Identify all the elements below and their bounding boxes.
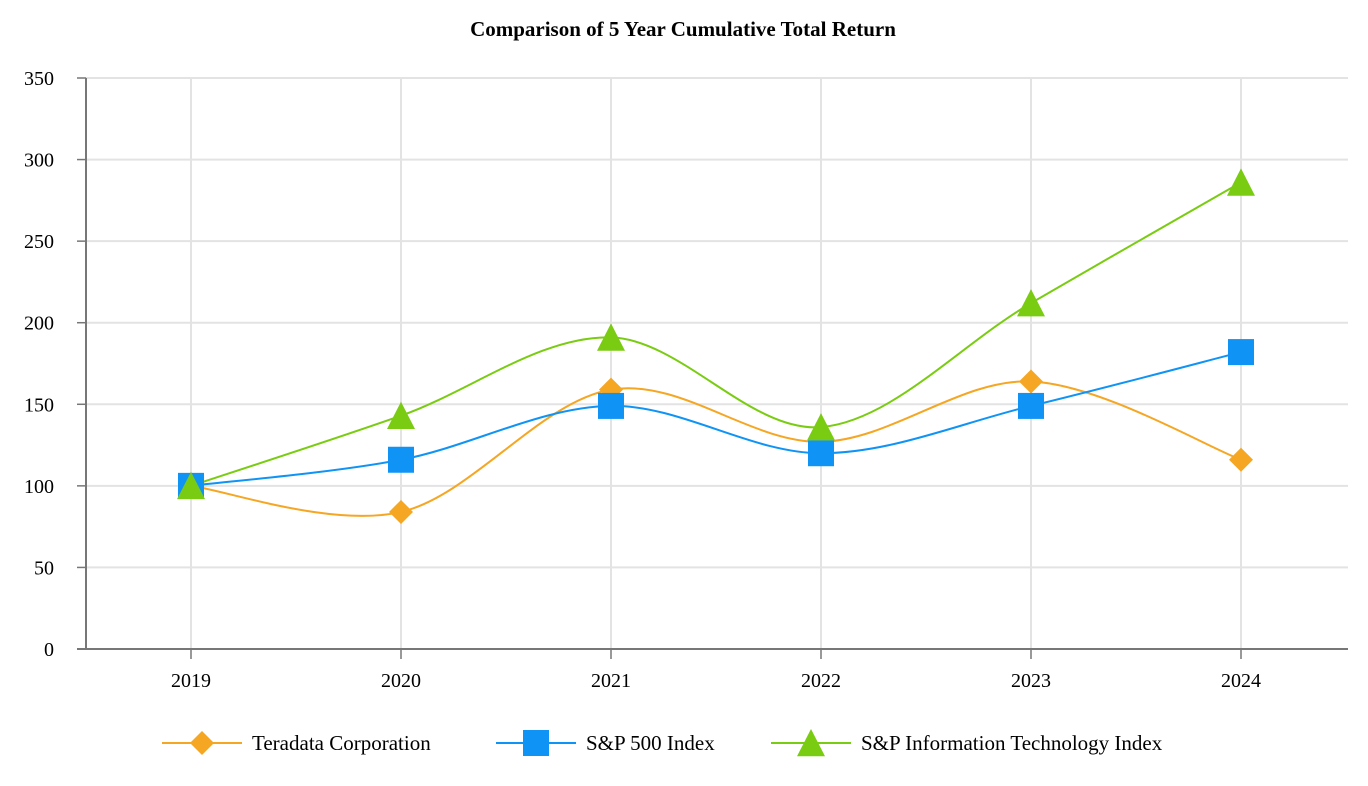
data-point-triangle [1227,168,1255,196]
x-tick-label: 2019 [171,670,211,692]
x-tick-label: 2020 [381,670,421,692]
data-point-square [1018,392,1044,419]
data-point-triangle [807,413,835,441]
data-point-triangle [1017,289,1045,317]
data-point-diamond [1019,369,1043,394]
chart-title: Comparison of 5 Year Cumulative Total Re… [470,17,896,41]
y-tick-label: 0 [44,639,54,661]
series-line-0 [190,380,1242,517]
x-tick-label: 2024 [1221,670,1261,692]
data-point-square [598,392,624,419]
series-line-2 [190,181,1242,487]
series-line-1 [190,351,1242,487]
x-tick-label: 2021 [591,670,631,692]
y-tick-label: 250 [24,231,54,253]
legend: Teradata Corporation S&P 500 Index S&P Inf… [162,729,1163,757]
legend-marker-triangle [797,729,825,757]
y-tick-label: 50 [34,557,54,579]
data-point-triangle [387,401,415,430]
legend-item: S&P 500 Index [496,730,715,756]
data-point-triangle [597,323,625,351]
legend-item: S&P Information Technology Index [771,729,1163,757]
grid [86,77,1348,649]
data-point-triangle [177,471,205,500]
y-tick-label: 350 [24,68,54,90]
axes: 0 50 100 150 200 250 300 350 2019 2020 2021 2022 202… [24,68,1348,692]
legend-label: Teradata Corporation [252,731,431,755]
series-layer [177,168,1255,524]
x-tick-label: 2022 [801,670,841,692]
data-point-diamond [1229,447,1253,472]
data-point-diamond [389,499,413,524]
y-tick-label: 150 [24,394,54,416]
data-point-square [388,446,414,473]
legend-label: S&P Information Technology Index [861,731,1163,755]
legend-item: Teradata Corporation [162,731,431,755]
y-tick-label: 200 [24,313,54,335]
legend-label: S&P 500 Index [586,731,715,755]
data-point-square [808,440,834,467]
data-point-square [1228,339,1254,366]
y-tick-label: 300 [24,150,54,172]
legend-marker-diamond [190,731,214,755]
legend-marker-square [523,730,549,756]
x-tick-label: 2023 [1011,670,1051,692]
y-tick-label: 100 [24,476,54,498]
